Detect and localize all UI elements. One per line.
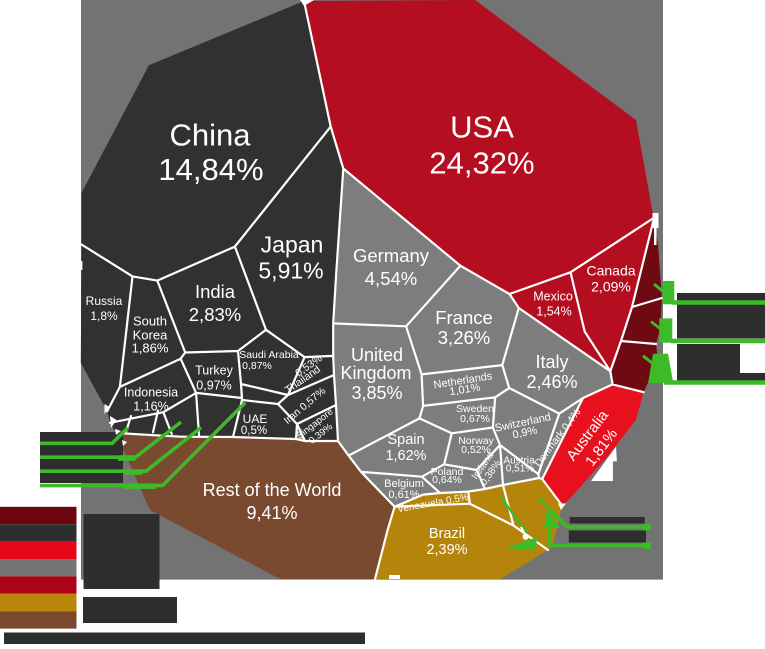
svg-text:Rest of the World: Rest of the World [203,480,342,500]
svg-text:Sweden: Sweden [456,403,494,415]
svg-text:1,62%: 1,62% [385,448,426,464]
svg-text:Turkey: Turkey [195,363,233,377]
svg-text:Norway: Norway [458,435,494,447]
svg-text:2,39%: 2,39% [426,542,467,558]
svg-text:3,85%: 3,85% [351,383,402,403]
svg-text:4,54%: 4,54% [365,268,417,289]
svg-text:24,32%: 24,32% [429,146,534,181]
svg-text:2,46%: 2,46% [526,372,577,392]
svg-text:5,91%: 5,91% [258,258,323,284]
svg-text:Belgium: Belgium [384,478,424,490]
svg-text:0,67%: 0,67% [460,413,490,425]
svg-text:Indonesia: Indonesia [124,385,178,399]
svg-text:China: China [170,118,252,153]
svg-text:United: United [351,345,403,365]
svg-text:0,51%: 0,51% [506,464,534,475]
svg-text:France: France [435,307,493,328]
svg-text:USA: USA [450,110,514,145]
svg-text:India: India [195,281,236,302]
svg-text:Saudi Arabia: Saudi Arabia [239,349,299,361]
svg-text:Poland: Poland [431,466,464,478]
svg-text:2,09%: 2,09% [591,279,631,295]
svg-text:UAE: UAE [243,412,268,426]
svg-text:1,01%: 1,01% [449,382,482,399]
svg-text:1,54%: 1,54% [536,304,571,318]
svg-text:0,5%: 0,5% [241,425,267,437]
svg-text:Japan: Japan [261,232,324,258]
svg-text:1,8%: 1,8% [90,309,118,323]
svg-text:Italy: Italy [535,352,568,372]
svg-text:1,86%: 1,86% [132,340,169,355]
svg-text:Kingdom: Kingdom [340,363,411,383]
svg-text:0,87%: 0,87% [242,360,272,372]
svg-text:14,84%: 14,84% [158,152,263,187]
svg-text:0,9%: 0,9% [511,424,538,441]
svg-text:Russia: Russia [86,294,123,308]
svg-text:0,61%: 0,61% [388,489,419,501]
svg-text:3,26%: 3,26% [438,327,490,348]
svg-text:Spain: Spain [387,432,424,448]
svg-text:Brazil: Brazil [429,526,465,542]
svg-text:9,41%: 9,41% [246,503,297,523]
svg-text:0,64%: 0,64% [432,474,462,486]
svg-text:Canada: Canada [586,263,635,279]
svg-text:0,97%: 0,97% [196,378,231,392]
svg-text:Mexico: Mexico [533,289,573,303]
svg-text:Austria: Austria [503,456,535,467]
svg-text:Germany: Germany [353,245,430,266]
svg-text:Korea: Korea [133,327,168,342]
svg-text:South: South [133,313,167,328]
svg-text:1,16%: 1,16% [133,399,168,413]
svg-text:0,52%: 0,52% [461,444,491,456]
svg-text:2,83%: 2,83% [189,304,241,325]
